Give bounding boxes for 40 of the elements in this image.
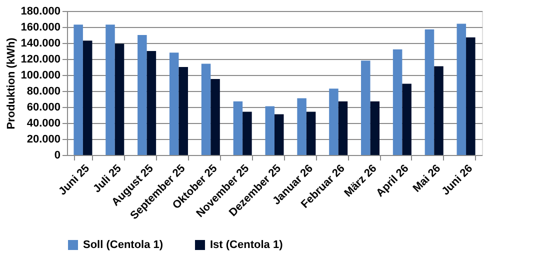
bar — [402, 84, 412, 155]
bar — [329, 88, 338, 155]
y-tick-label: 160.000 — [20, 22, 60, 34]
bar — [138, 35, 147, 155]
bar — [146, 51, 156, 155]
bar — [178, 67, 188, 155]
y-tick-label: 180.000 — [20, 6, 60, 18]
bar — [169, 52, 179, 155]
bar — [466, 37, 476, 155]
legend-label: Ist (Centola 1) — [210, 239, 284, 251]
bar — [74, 24, 83, 155]
y-tick-label: 100.000 — [20, 70, 60, 82]
bar — [210, 79, 220, 155]
bar — [82, 40, 92, 155]
y-tick-label: 20.000 — [26, 134, 60, 146]
bar — [306, 112, 316, 155]
bar — [434, 66, 444, 155]
bar — [114, 44, 124, 155]
legend-label: Soll (Centola 1) — [83, 239, 164, 251]
bar — [370, 101, 380, 155]
bar — [201, 64, 211, 155]
y-tick-label: 120.000 — [20, 54, 60, 66]
bar — [106, 24, 115, 155]
bar — [361, 60, 370, 155]
x-tick-label: Mai 26 — [410, 162, 444, 195]
bar — [424, 29, 434, 155]
y-tick-label: 140.000 — [20, 38, 60, 50]
y-axis-title: Produktion (kWh) — [6, 37, 18, 130]
bar — [274, 114, 284, 155]
y-tick-label: 60.000 — [26, 102, 60, 114]
bar — [338, 101, 348, 155]
bar — [242, 112, 252, 155]
bar — [265, 106, 274, 155]
bar — [392, 49, 402, 155]
bar — [297, 98, 306, 155]
y-tick-label: 0 — [54, 150, 60, 162]
bar — [456, 24, 466, 155]
y-tick-label: 40.000 — [26, 118, 60, 130]
y-tick-label: 80.000 — [26, 86, 60, 98]
bar — [233, 101, 243, 155]
